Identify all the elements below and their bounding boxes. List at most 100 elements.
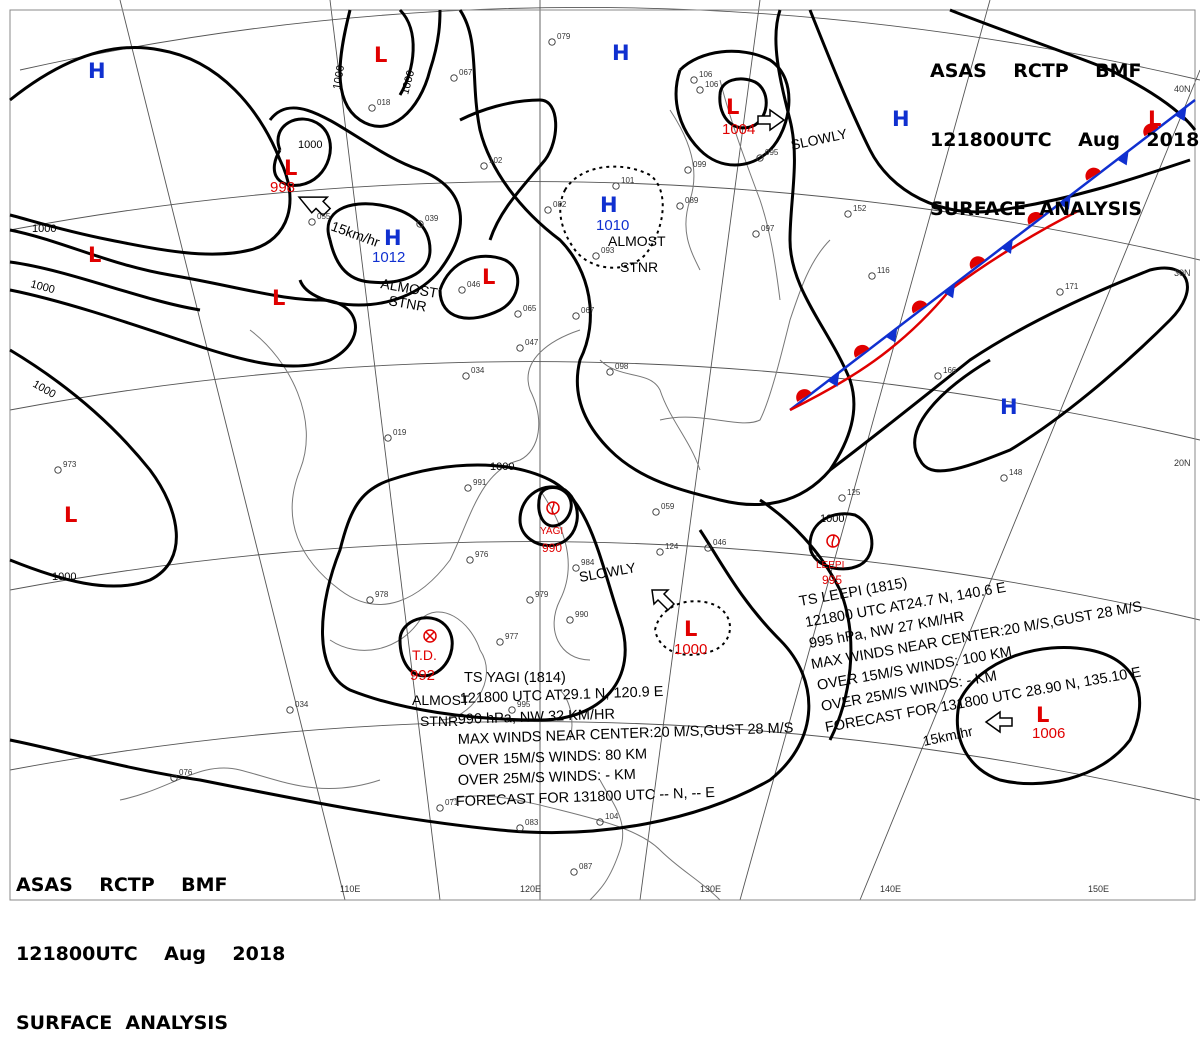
- station-pressure: 046: [467, 280, 481, 289]
- low-center: L: [1148, 107, 1161, 131]
- station-pressure: 059: [661, 502, 675, 511]
- high-pressure-value: 1010: [596, 217, 629, 234]
- station-marker: [366, 596, 374, 604]
- station-marker: [752, 230, 760, 238]
- high-center: H: [88, 59, 106, 83]
- ts-yagi-line: 121800 UTC AT29.1 N, 120.9 E: [460, 684, 664, 707]
- station-marker: [676, 202, 684, 210]
- storm-labels: YAGI 990 LEEPI 995 T.D. 992: [410, 526, 844, 684]
- station-pressure: 171: [1065, 282, 1079, 291]
- isobar-1012: [326, 202, 432, 285]
- station-pressure: 087: [579, 862, 593, 871]
- station-pressure: 079: [557, 32, 571, 41]
- isobar-label: 1000: [331, 64, 347, 90]
- station-pressure: 071: [445, 798, 459, 807]
- station-pressure: 995: [517, 700, 531, 709]
- high-center: H: [600, 193, 618, 217]
- warm-front-mark: [1085, 167, 1101, 181]
- station-marker: [756, 154, 764, 162]
- isobar-pacific-east: [759, 498, 853, 741]
- graticule-labels: 110E 120E 130E 140E 150E 40N 30N 20N: [340, 84, 1191, 894]
- chart-header-top: ASAS RCTP BMF 121800UTC Aug 2018 SURFACE…: [930, 14, 1199, 244]
- station-pressure: 979: [535, 590, 549, 599]
- cold-front-mark: [885, 327, 898, 343]
- station-pressure: 098: [615, 362, 629, 371]
- storm-pressure: 992: [410, 667, 435, 684]
- header-line-2: 121800UTC Aug 2018: [930, 129, 1200, 151]
- isobar-ne-corner: [949, 8, 1197, 131]
- movement-almost: ALMOST: [608, 233, 666, 249]
- low-center: L: [272, 286, 285, 310]
- high-center: H: [1000, 395, 1018, 419]
- station-pressure: 125: [847, 488, 861, 497]
- station-marker: [496, 638, 504, 646]
- isobar-label: 1000: [820, 513, 844, 525]
- station-marker: [1056, 288, 1064, 296]
- high-center: H: [612, 41, 630, 65]
- station-marker: [286, 706, 294, 714]
- header-line-3: SURFACE ANALYSIS: [930, 198, 1143, 220]
- station-pressure: 076: [179, 768, 193, 777]
- ts-yagi-line: OVER 25M/S WINDS: - KM: [458, 767, 637, 789]
- storm-name: LEEPI: [816, 560, 844, 571]
- station-pressure: 099: [693, 160, 707, 169]
- warm-front-mark: [853, 344, 870, 358]
- movement-stnr: STNR: [387, 292, 427, 314]
- isobar-1004-outer: [674, 49, 791, 167]
- station-pressure: 166: [943, 366, 957, 375]
- isobar-north-high: [268, 106, 462, 307]
- longitude-label: 130E: [700, 884, 721, 894]
- cold-front-mark: [827, 371, 840, 387]
- station-pressure: 984: [581, 558, 595, 567]
- station-pressure: 083: [525, 818, 539, 827]
- station-pressure: 102: [489, 156, 503, 165]
- longitude-label: 150E: [1088, 884, 1109, 894]
- arrow-icon: [297, 196, 332, 217]
- station-marker: [566, 616, 574, 624]
- movement-arrows: [297, 108, 1013, 734]
- cold-front-mark: [1174, 106, 1187, 122]
- isobar-label: 1000: [52, 571, 76, 583]
- station-marker: [466, 556, 474, 564]
- station-marker: [544, 206, 552, 214]
- movement-almost: ALMOST: [412, 692, 470, 708]
- isobar-label: 1000: [298, 139, 322, 151]
- isobar-td-inner: [398, 616, 454, 678]
- station-marker: [656, 548, 664, 556]
- station-marker: [868, 272, 876, 280]
- ts-yagi-line: TS YAGI (1814): [464, 670, 566, 686]
- pressure-systems: L H L 998 H 1012 L L L H H 1010 L 1004 H…: [64, 41, 1161, 742]
- isobar-west-inner: [9, 260, 201, 312]
- high-center: H: [892, 107, 910, 131]
- station-marker: [464, 484, 472, 492]
- low-pressure-value: 998: [270, 179, 295, 196]
- station-pressure: 990: [575, 610, 589, 619]
- station-marker: [572, 312, 580, 320]
- station-marker: [480, 162, 488, 170]
- station-marker: [606, 368, 614, 376]
- station-pressure: 124: [665, 542, 679, 551]
- ts-yagi-line: 990 hPa, NW 32 KM/HR: [458, 707, 616, 728]
- isobar-998-loop: [272, 117, 332, 187]
- station-marker: [596, 818, 604, 826]
- high-pressure-value: 1012: [372, 249, 405, 266]
- station-pressure: 034: [295, 700, 309, 709]
- station-marker: [592, 252, 600, 260]
- station-pressure: 018: [377, 98, 391, 107]
- low-center: L: [284, 156, 297, 180]
- arrow-icon: [984, 710, 1013, 734]
- storm-pressure: 995: [822, 573, 842, 587]
- longitude-label: 110E: [340, 884, 360, 894]
- isobar-nw-bowl: [9, 45, 292, 256]
- station-pressure: 977: [505, 632, 519, 641]
- storm-symbols: [423, 501, 840, 643]
- station-marker: [308, 218, 316, 226]
- station-pressure: 039: [425, 214, 439, 223]
- isobar-1004-loop: [718, 77, 768, 130]
- station-pressure: 093: [601, 246, 615, 255]
- station-pressure: 116: [877, 266, 890, 275]
- storm-pressure: 990: [542, 541, 562, 555]
- station-marker: [526, 596, 534, 604]
- isobar-centre-west: [459, 98, 558, 241]
- station-marker: [508, 706, 516, 714]
